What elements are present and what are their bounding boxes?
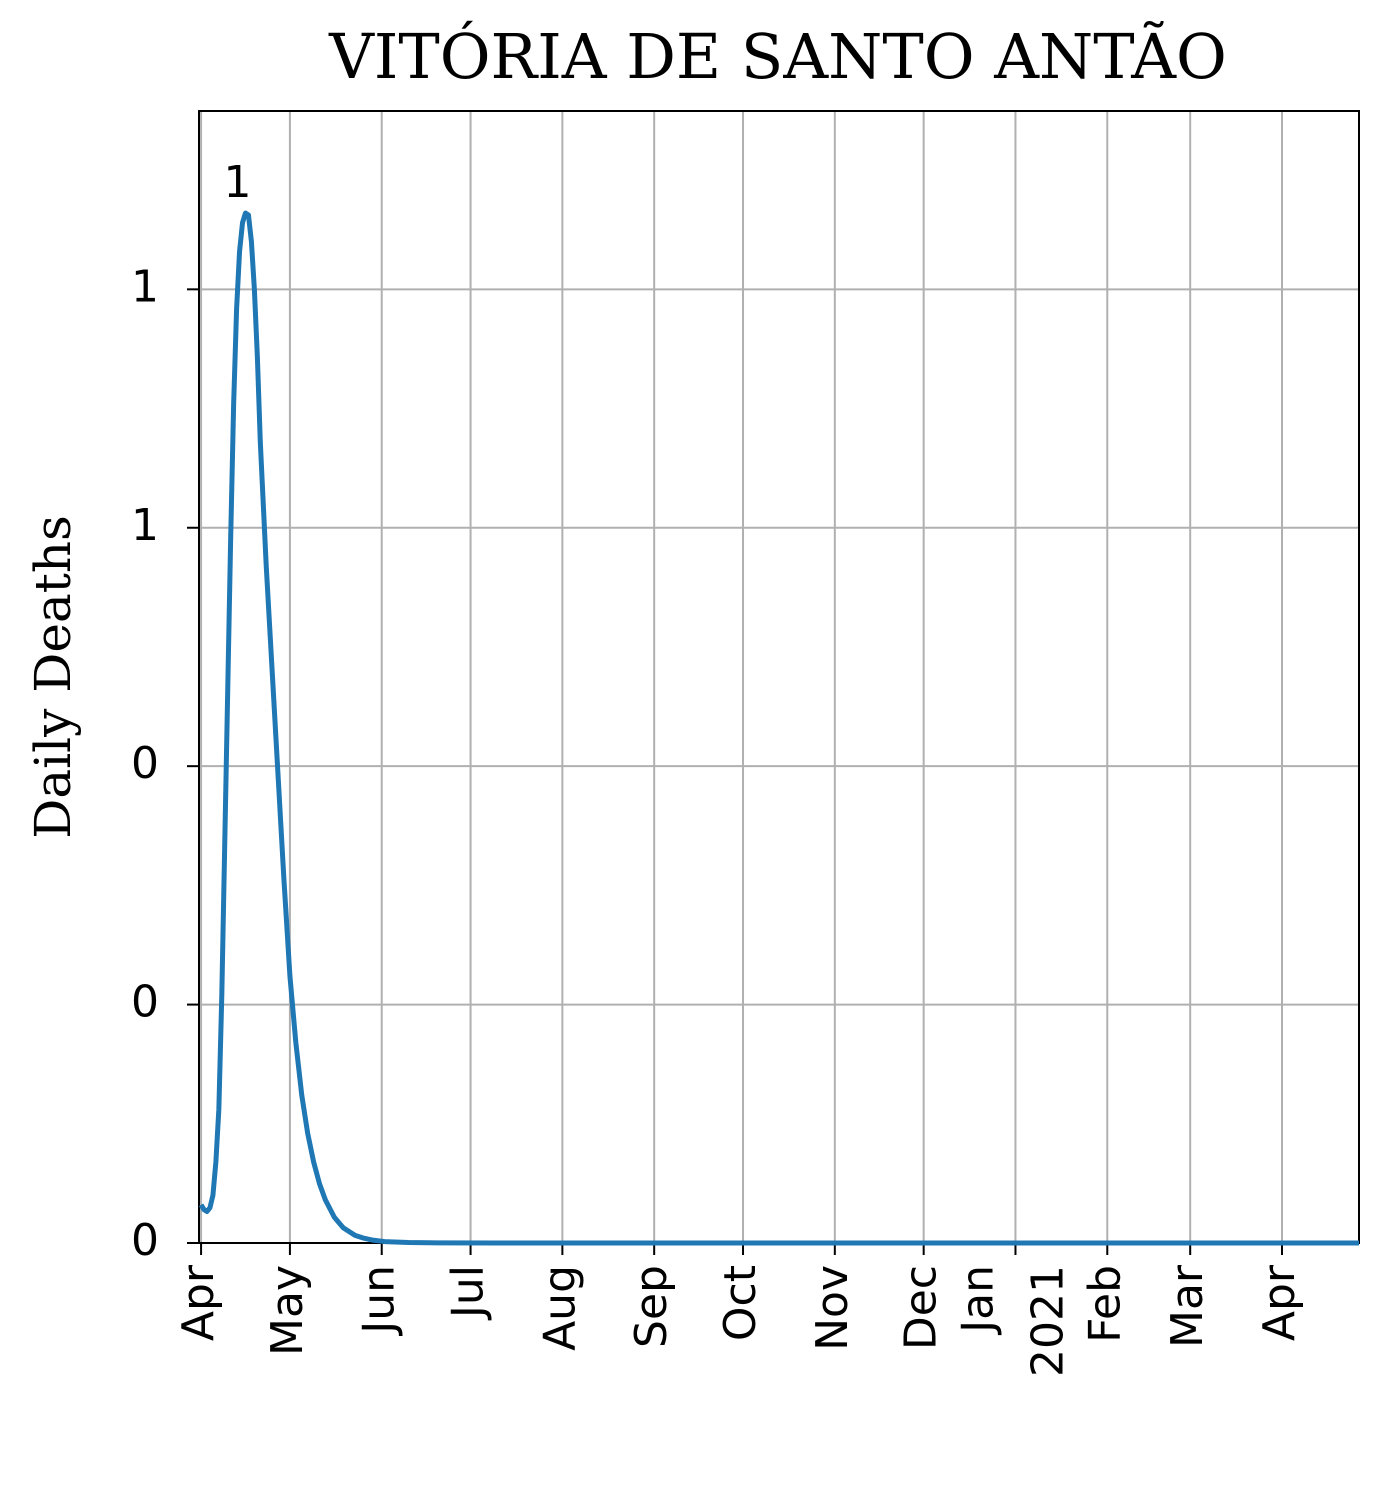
- x-tick-label: 2021: [1022, 1265, 1073, 1377]
- peak-annotation: 1: [223, 157, 251, 208]
- y-tick-label: 1: [131, 261, 159, 312]
- x-tick-label: Apr: [173, 1264, 224, 1341]
- data-line: [198, 210, 1359, 1246]
- y-axis-label: Daily Deaths: [24, 515, 82, 838]
- x-tick-label: Aug: [534, 1265, 585, 1351]
- x-tick-label: Feb: [1079, 1265, 1130, 1343]
- x-tick-label: Jan: [952, 1265, 1003, 1336]
- x-tick-label: Dec: [896, 1265, 947, 1350]
- x-tick-label: Nov: [807, 1265, 858, 1351]
- y-tick-label: 0: [131, 738, 159, 789]
- x-tick-label: Mar: [1162, 1264, 1213, 1348]
- x-tick-label: Jul: [443, 1265, 494, 1321]
- chart-title: VITÓRIA DE SANTO ANTÃO: [328, 20, 1227, 93]
- x-tick-label: Jun: [354, 1265, 405, 1337]
- x-tick-label: Apr: [1254, 1264, 1305, 1341]
- x-tick-label: May: [262, 1265, 313, 1356]
- x-tick-label: Oct: [715, 1265, 766, 1341]
- x-tick-label: Sep: [626, 1265, 677, 1348]
- y-tick-label: 0: [131, 1215, 159, 1266]
- y-tick-label: 0: [131, 977, 159, 1028]
- y-tick-label: 1: [131, 500, 159, 551]
